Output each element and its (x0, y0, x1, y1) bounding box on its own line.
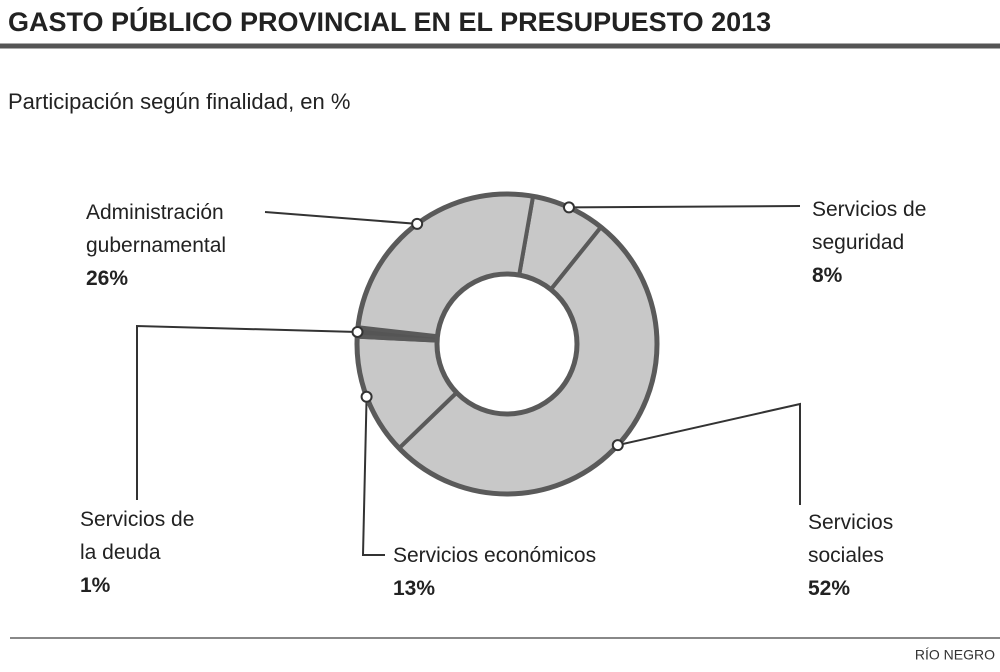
donut-hole (434, 271, 580, 417)
slice-label: Servicios económicos 13% (393, 539, 693, 605)
leader-dot (351, 325, 364, 338)
value-label: 8% (812, 264, 843, 287)
value-label: 1% (80, 574, 111, 597)
category-label: Administración gubernamental (86, 201, 227, 257)
chart-subtitle: Participación según finalidad, en % (8, 89, 350, 114)
slice-label: Servicios de la deuda 1% (80, 503, 205, 602)
value-label: 26% (86, 267, 129, 290)
category-label: Servicios de seguridad (812, 198, 927, 254)
value-label: 52% (808, 577, 851, 600)
leader-line (264, 211, 418, 225)
category-label: Servicios económicos (393, 544, 597, 567)
leader-line (361, 396, 385, 556)
slice-label: Servicios sociales 52% (808, 506, 928, 605)
category-label: Servicios sociales (808, 511, 894, 567)
slice-label: Administración gubernamental 26% (86, 196, 266, 295)
leader-dot (411, 217, 424, 230)
leader-line (617, 402, 801, 505)
leader-dot (360, 390, 373, 403)
chart-title: GASTO PÚBLICO PROVINCIAL EN EL PRESUPUES… (8, 6, 771, 37)
donut-outline (354, 191, 660, 497)
leader-line (136, 324, 358, 500)
source: RÍO NEGRO (915, 647, 995, 663)
slice-label: Servicios de seguridad 8% (812, 193, 940, 292)
category-label: Servicios de la deuda (80, 508, 195, 564)
leader-line (568, 205, 801, 209)
leader-dot (562, 201, 575, 214)
value-label: 13% (393, 577, 436, 600)
leader-dot (611, 439, 624, 452)
